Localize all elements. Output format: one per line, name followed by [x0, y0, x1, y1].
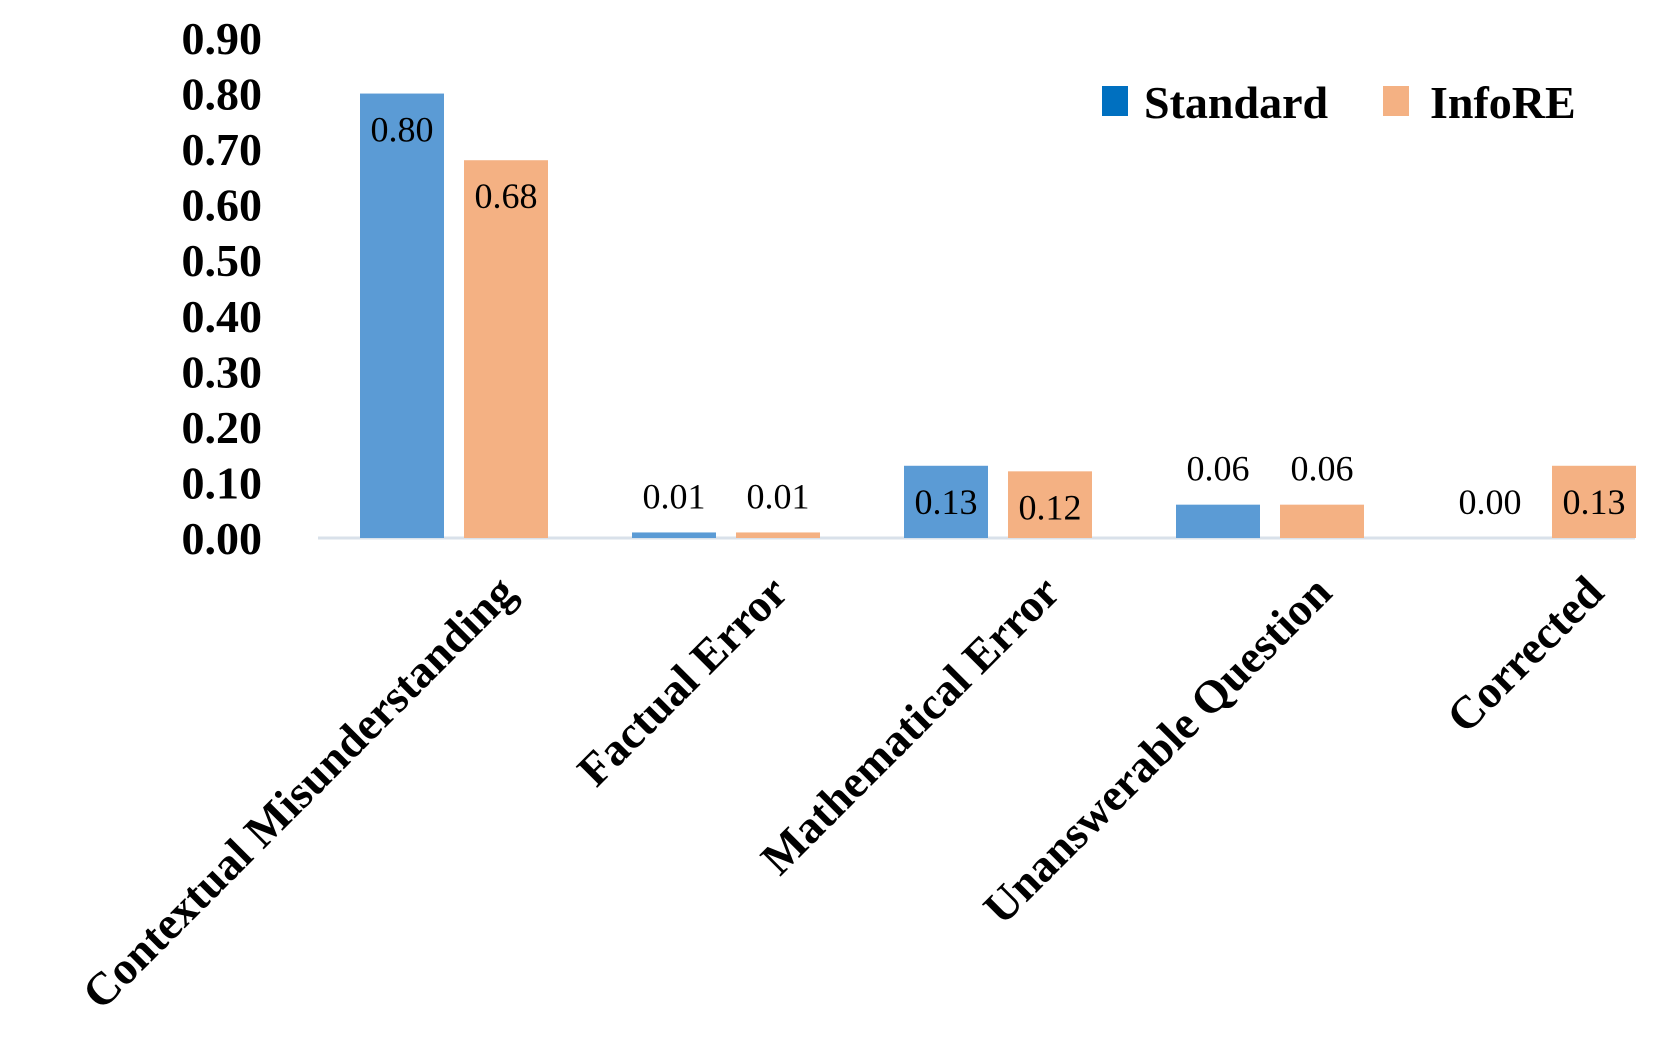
category-label: Contextual Misunderstanding — [72, 566, 525, 1019]
data-label-infore-2: 0.01 — [747, 476, 810, 516]
data-label-infore-1: 0.68 — [475, 176, 538, 216]
bar-standard-3 — [904, 465, 988, 538]
data-label-infore-3: 0.12 — [1019, 487, 1082, 527]
bar-standard-1 — [360, 93, 444, 539]
data-label-standard-2: 0.01 — [643, 476, 706, 516]
y-tick-label: 0.00 — [182, 513, 263, 564]
bars-group — [360, 93, 1636, 539]
legend-label-infore: InfoRE — [1430, 77, 1576, 128]
bar-infore-5 — [1552, 465, 1636, 538]
bar-infore-1 — [464, 160, 548, 538]
y-tick-label: 0.60 — [182, 180, 263, 231]
data-labels-group: 0.80 0.68 0.01 0.01 0.13 0.12 0.06 0.06 0.00 0.13 — [371, 110, 1626, 528]
y-tick-label: 0.70 — [182, 124, 263, 175]
legend-swatch-infore — [1383, 86, 1409, 116]
data-label-standard-4: 0.06 — [1187, 449, 1250, 489]
data-label-standard-1: 0.80 — [371, 110, 434, 150]
bar-infore-4 — [1280, 504, 1364, 538]
data-label-infore-4: 0.06 — [1291, 449, 1354, 489]
y-tick-label: 0.20 — [182, 402, 263, 453]
bar-standard-2 — [632, 532, 716, 538]
y-tick-label: 0.50 — [182, 235, 263, 286]
y-tick-label: 0.10 — [182, 457, 263, 508]
legend-swatch-standard — [1102, 86, 1128, 116]
category-labels-group: Contextual Misunderstanding Factual Error… — [72, 566, 1613, 1019]
y-tick-label: 0.80 — [182, 69, 263, 120]
category-label: Factual Error — [567, 566, 797, 796]
y-tick-label: 0.30 — [182, 346, 263, 397]
y-tick-label: 0.90 — [182, 13, 263, 64]
bar-standard-4 — [1176, 504, 1260, 538]
category-label: Mathematical Error — [751, 566, 1069, 884]
y-tick-label: 0.40 — [182, 291, 263, 342]
y-axis-ticks: 0.000.100.200.300.400.500.600.700.800.90 — [182, 13, 263, 564]
data-label-standard-5: 0.00 — [1459, 482, 1522, 522]
data-label-infore-5: 0.13 — [1563, 482, 1626, 522]
legend-label-standard: Standard — [1144, 77, 1328, 128]
data-label-standard-3: 0.13 — [915, 482, 978, 522]
legend: Standard InfoRE — [1102, 77, 1576, 128]
bar-infore-2 — [736, 532, 820, 538]
bar-infore-3 — [1008, 471, 1092, 538]
category-label: Corrected — [1437, 566, 1614, 743]
